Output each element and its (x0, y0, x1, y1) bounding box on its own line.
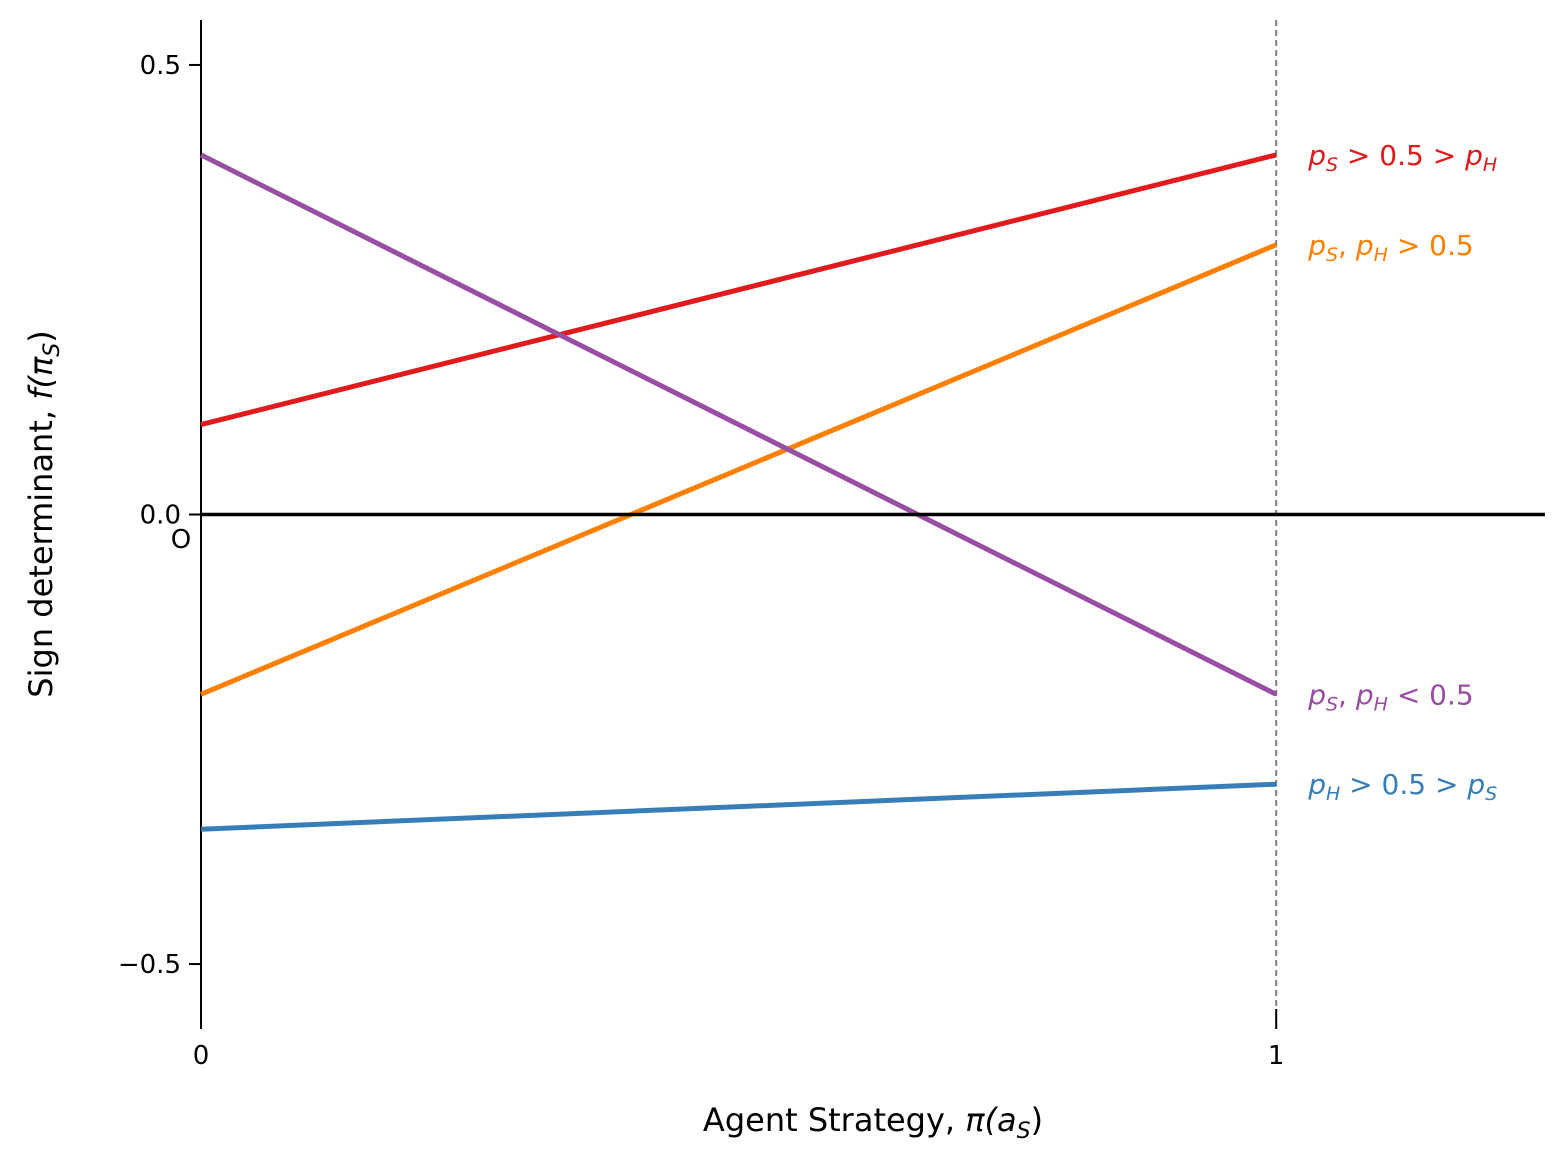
series-label-1-part: p (1464, 139, 1483, 172)
y-axis-title-math-close: ) (22, 330, 60, 342)
series-label-3-part: , (1338, 678, 1356, 711)
origin-label: O (171, 525, 191, 555)
series-label-4-part: p (1307, 768, 1326, 801)
series-label-3-part: < 0.5 (1388, 678, 1474, 711)
x-tick-label-1: 0 (193, 1041, 210, 1071)
x-axis-title: Agent Strategy, π(aS) (703, 1101, 1043, 1144)
series-label-3-part: p (1355, 678, 1374, 711)
series-label-4-part: > 0.5 > (1340, 768, 1467, 801)
series-label-1-part: > 0.5 > (1338, 139, 1465, 172)
y-tick-label-3: −0.5 (118, 950, 181, 980)
series-label-4: pH > 0.5 > pS (1307, 768, 1497, 805)
series-label-2-part: p (1307, 229, 1326, 262)
series-label-1: pS > 0.5 > pH (1307, 139, 1497, 176)
series-label-3-part: H (1374, 693, 1388, 715)
series-label-4-part: S (1485, 783, 1497, 805)
series-label-3-part: p (1307, 678, 1326, 711)
y-tick-label-2: 0.0 (140, 501, 181, 531)
series-line-3 (199, 152, 1278, 697)
series-label-2-part: H (1374, 244, 1388, 266)
series-line-1 (200, 152, 1277, 428)
x-tick-label-2: 1 (1268, 1041, 1285, 1071)
series-label-3: pS, pH < 0.5 (1307, 678, 1474, 715)
ticks-layer: 0.5 0.0 −0.5 0 1 (118, 51, 1285, 1071)
series-layer (199, 152, 1545, 832)
series-label-2-part: > 0.5 (1388, 229, 1474, 262)
series-label-2: pS, pH > 0.5 (1307, 229, 1474, 266)
x-axis-title-math-sub: S (1017, 1119, 1031, 1144)
y-axis-title-text: Sign determinant, (22, 400, 60, 698)
series-label-1-part: S (1326, 154, 1338, 176)
x-axis-title-math-close: ) (1031, 1101, 1043, 1139)
x-axis-title-text: Agent Strategy, (703, 1101, 965, 1139)
series-label-3-part: S (1326, 693, 1338, 715)
series-label-4-part: H (1326, 783, 1340, 805)
series-label-1-part: H (1483, 154, 1497, 176)
y-axis-title-math-sub: S (40, 343, 65, 357)
y-axis-title-math: f(π (22, 356, 60, 400)
series-label-2-part: , (1338, 229, 1356, 262)
series-line-2 (200, 242, 1278, 697)
series-label-2-part: p (1355, 229, 1374, 262)
series-label-4-part: p (1466, 768, 1485, 801)
y-axis-title: Sign determinant, f(πS) (22, 330, 65, 697)
y-tick-label-1: 0.5 (140, 51, 181, 81)
series-line-4 (200, 781, 1277, 832)
series-label-2-part: S (1326, 244, 1338, 266)
series-label-1-part: p (1307, 139, 1326, 172)
x-axis-title-math: π(a (965, 1101, 1016, 1139)
